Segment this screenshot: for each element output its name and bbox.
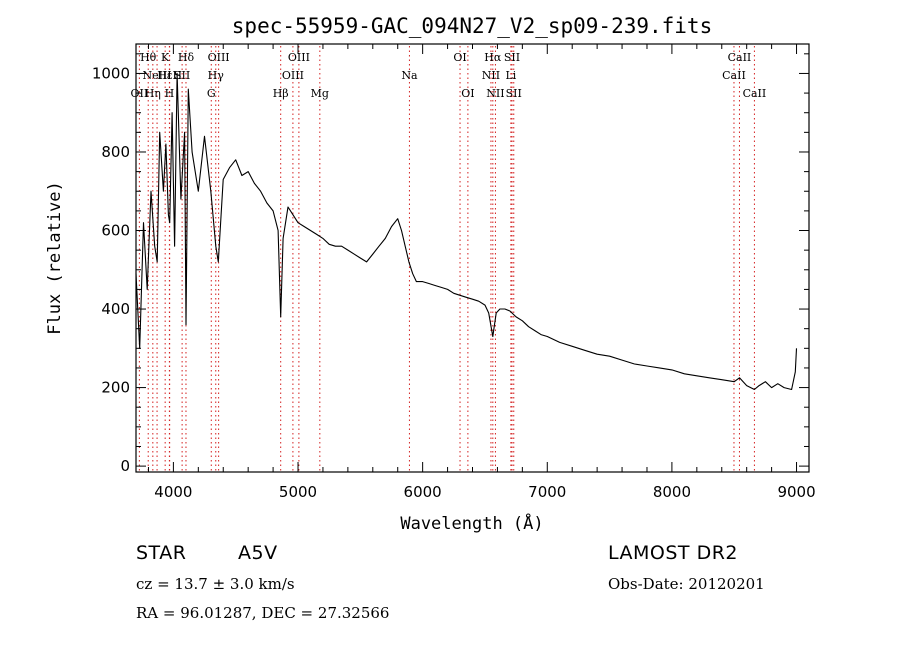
line-marker-label: Li bbox=[505, 69, 516, 82]
line-marker-label: H bbox=[165, 87, 175, 100]
line-marker-label: Na bbox=[401, 69, 418, 82]
x-tick-label: 7000 bbox=[528, 483, 566, 501]
spectral-line-markers bbox=[138, 46, 755, 472]
redshift-value: cz = 13.7 ± 3.0 km/s bbox=[136, 575, 295, 593]
spectral-subclass: A5V bbox=[238, 542, 278, 564]
line-marker-label: Hβ bbox=[273, 87, 289, 100]
x-tick-label: 5000 bbox=[279, 483, 317, 501]
y-tick-label: 0 bbox=[120, 457, 130, 475]
line-marker-label: Hγ bbox=[208, 69, 225, 82]
y-axis-label: Flux (relative) bbox=[45, 181, 65, 335]
x-tick-label: 8000 bbox=[653, 483, 691, 501]
line-marker-label: Mg bbox=[311, 87, 329, 100]
y-tick-label: 600 bbox=[101, 222, 130, 240]
line-marker-label: NII bbox=[486, 87, 504, 100]
line-marker-label: CaII bbox=[722, 69, 746, 82]
line-marker-label: CaII bbox=[728, 51, 752, 64]
line-marker-label: OIII bbox=[282, 69, 304, 82]
survey-name: LAMOST DR2 bbox=[608, 542, 738, 564]
x-tick-label: 9000 bbox=[777, 483, 815, 501]
y-tick-label: 200 bbox=[101, 379, 130, 397]
line-marker-label: SII bbox=[506, 87, 522, 100]
spectral-line-labels: OII Hθ Hη NeIII K HεH H SII Hδ OIII Hγ G Hβ OIII OIII M… bbox=[131, 51, 767, 100]
line-marker-label: G bbox=[207, 87, 216, 100]
x-axis-label: Wavelength (Å) bbox=[400, 512, 543, 534]
line-marker-label: OI bbox=[461, 87, 474, 100]
line-marker-label: OI bbox=[453, 51, 466, 64]
coordinates: RA = 96.01287, DEC = 27.32566 bbox=[136, 604, 390, 622]
line-marker-label: OIII bbox=[288, 51, 310, 64]
object-class: STAR bbox=[136, 542, 187, 564]
spectrum-chart: 4000 5000 6000 7000 8000 9000 0 200 400 600 800 100… bbox=[45, 14, 816, 534]
line-marker-label: Hδ bbox=[178, 51, 195, 64]
chart-title: spec-55959-GAC_094N27_V2_sp09-239.fits bbox=[232, 14, 712, 38]
axis-ticks: 4000 5000 6000 7000 8000 9000 0 200 400 600 800 100… bbox=[92, 44, 816, 501]
x-tick-label: 6000 bbox=[404, 483, 442, 501]
line-marker-label: OII bbox=[131, 87, 149, 100]
spectrum-line bbox=[135, 72, 798, 391]
y-tick-label: 1000 bbox=[92, 64, 130, 82]
line-marker-label: NeIII bbox=[142, 69, 171, 82]
y-tick-label: 800 bbox=[101, 143, 130, 161]
line-marker-label: SII bbox=[174, 69, 190, 82]
line-marker-label: Hα bbox=[484, 51, 502, 64]
x-tick-label: 4000 bbox=[154, 483, 192, 501]
line-marker-label: CaII bbox=[743, 87, 767, 100]
line-marker-label: OIII bbox=[208, 51, 230, 64]
observation-date: Obs-Date: 20120201 bbox=[608, 575, 765, 593]
line-marker-label: NII bbox=[482, 69, 500, 82]
line-marker-label: SII bbox=[504, 51, 520, 64]
line-marker-label: Hη bbox=[145, 87, 161, 100]
y-tick-label: 400 bbox=[101, 300, 130, 318]
line-marker-label: Hθ bbox=[140, 51, 157, 64]
line-marker-label: HεH bbox=[157, 69, 182, 82]
plot-frame bbox=[135, 43, 810, 473]
line-marker-label: K bbox=[161, 51, 170, 64]
